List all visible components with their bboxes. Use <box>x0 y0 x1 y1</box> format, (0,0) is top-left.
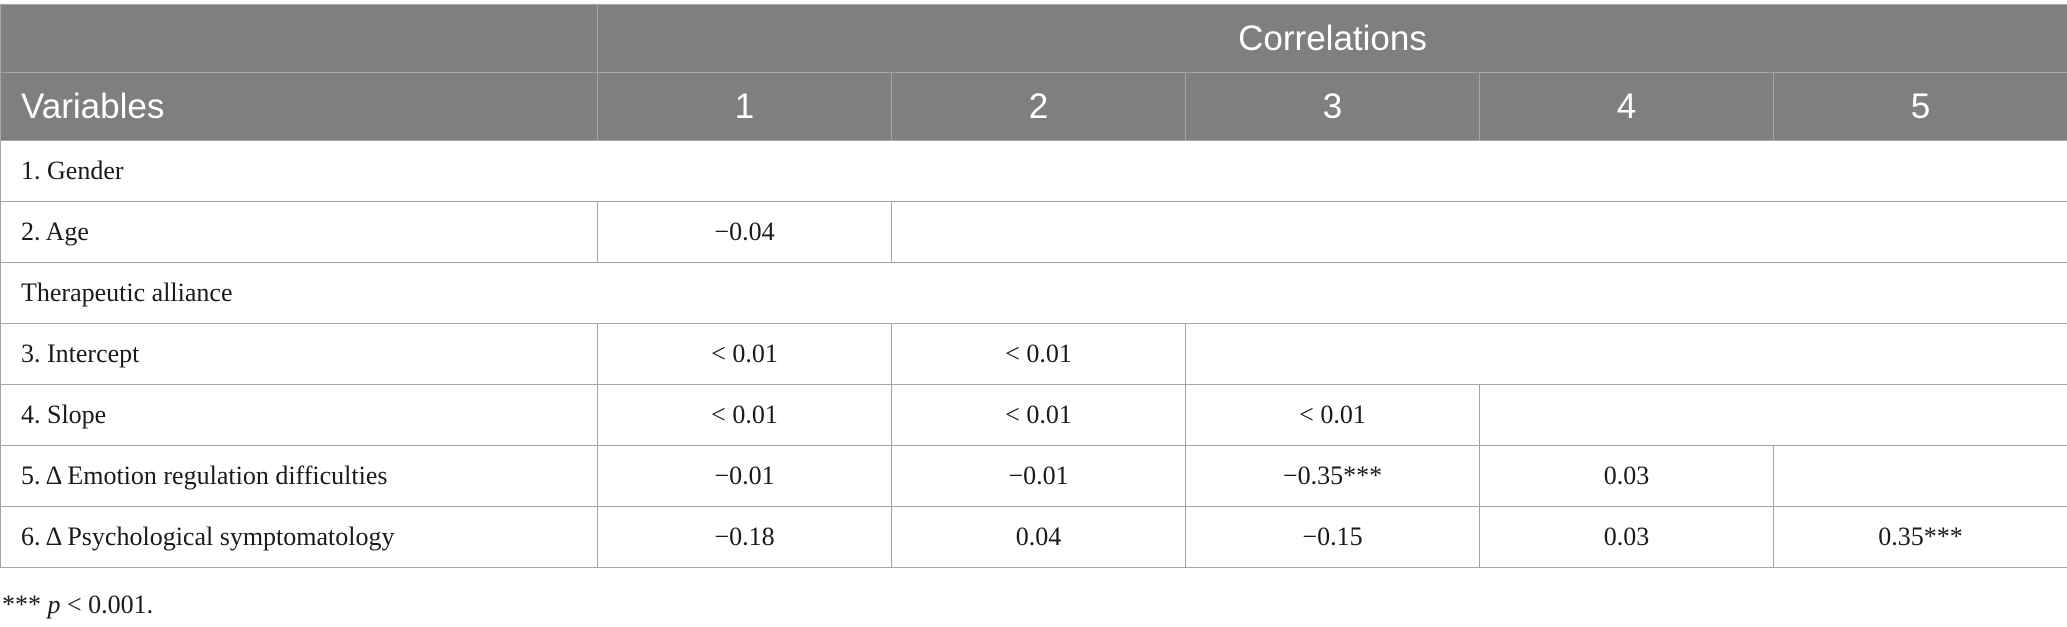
footnote-p-symbol: p <box>47 590 61 619</box>
table-body: 1. Gender 2. Age −0.04 Therapeutic allia… <box>0 140 2067 568</box>
table-header: Correlations Variables 1 2 3 4 5 <box>0 4 2067 141</box>
row-label: 4. Slope <box>0 384 598 446</box>
header-blank-cell <box>0 4 598 73</box>
empty-cell <box>890 201 2067 263</box>
section-label: Therapeutic alliance <box>0 262 2067 324</box>
table-cell: < 0.01 <box>891 323 1186 385</box>
table-cell: −0.15 <box>1185 506 1480 568</box>
table-cell: < 0.01 <box>1185 384 1480 446</box>
empty-cell <box>1184 323 2067 385</box>
footnote-stars: *** <box>2 590 41 619</box>
table-cell: < 0.01 <box>597 323 892 385</box>
table-row: 5. Δ Emotion regulation difficulties −0.… <box>0 445 2067 507</box>
table-footnote: *** p < 0.001. <box>2 590 153 620</box>
table-cell: −0.35*** <box>1185 445 1480 507</box>
table-cell: −0.04 <box>597 201 892 263</box>
row-label: 2. Age <box>0 201 598 263</box>
table-row: Therapeutic alliance <box>0 262 2067 324</box>
correlations-title: Correlations <box>596 4 2067 73</box>
table-cell: −0.01 <box>597 445 892 507</box>
header-columns-row: Variables 1 2 3 4 5 <box>0 72 2067 141</box>
column-header-1: 1 <box>597 72 892 141</box>
table-cell: 0.03 <box>1479 506 1774 568</box>
table-cell: < 0.01 <box>891 384 1186 446</box>
empty-cell <box>1772 445 2067 507</box>
table-cell: 0.03 <box>1479 445 1774 507</box>
table-row: 1. Gender <box>0 140 2067 202</box>
table-cell: −0.01 <box>891 445 1186 507</box>
row-label: 6. Δ Psychological symptomatology <box>0 506 598 568</box>
table-row: 6. Δ Psychological symptomatology −0.18 … <box>0 506 2067 568</box>
column-header-4: 4 <box>1479 72 1774 141</box>
table-row: 2. Age −0.04 <box>0 201 2067 263</box>
column-header-5: 5 <box>1772 72 2067 141</box>
empty-cell <box>1478 384 2067 446</box>
table-row: 4. Slope < 0.01 < 0.01 < 0.01 <box>0 384 2067 446</box>
footnote-threshold: < 0.001. <box>67 590 154 619</box>
table-cell: 0.35*** <box>1772 506 2067 568</box>
row-label: 1. Gender <box>0 140 2067 202</box>
column-header-2: 2 <box>891 72 1186 141</box>
row-label: 3. Intercept <box>0 323 598 385</box>
correlation-table: Correlations Variables 1 2 3 4 5 1. Gend… <box>0 4 2067 568</box>
row-label: 5. Δ Emotion regulation difficulties <box>0 445 598 507</box>
table-cell: −0.18 <box>597 506 892 568</box>
header-group-row: Correlations <box>0 4 2067 73</box>
table-cell: 0.04 <box>891 506 1186 568</box>
table-cell: < 0.01 <box>597 384 892 446</box>
column-header-3: 3 <box>1185 72 1480 141</box>
table-row: 3. Intercept < 0.01 < 0.01 <box>0 323 2067 385</box>
variables-header: Variables <box>0 72 598 141</box>
